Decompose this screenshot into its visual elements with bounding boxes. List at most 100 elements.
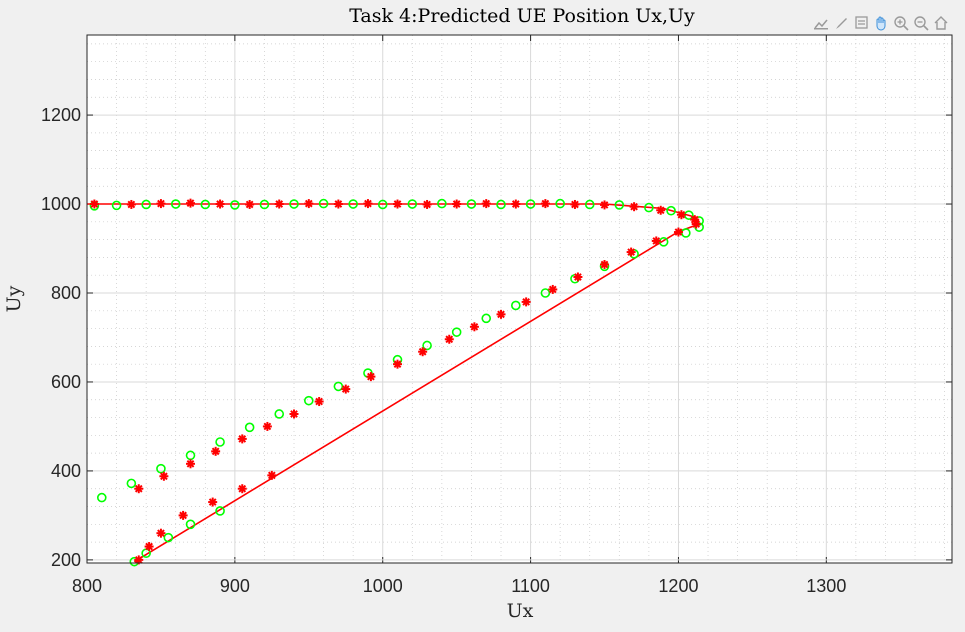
green-circle-point <box>215 437 225 447</box>
x-tick-labels: 800 900 1000 1100 1200 1300 <box>72 576 846 596</box>
red-asterisk-point <box>237 434 247 444</box>
red-asterisk-point <box>651 236 661 246</box>
red-asterisk-point <box>573 272 583 282</box>
y-tick-label: 800 <box>51 283 81 303</box>
red-asterisk-point <box>629 202 639 212</box>
red-asterisk-point <box>134 484 144 494</box>
axes-toolbar <box>812 12 950 34</box>
red-asterisk-point <box>469 322 479 332</box>
red-asterisk-point <box>289 409 299 419</box>
red-asterisk-point <box>393 199 403 209</box>
red-asterisk-point <box>267 470 277 480</box>
green-circle-point <box>244 422 255 433</box>
red-asterisk-point <box>600 260 610 270</box>
home-icon[interactable] <box>932 14 950 32</box>
green-circle-point <box>422 340 432 351</box>
green-circle-point <box>318 198 329 209</box>
green-circle-point <box>163 532 174 543</box>
green-circle-point <box>481 313 492 324</box>
x-tick-label: 900 <box>220 576 250 596</box>
green-circle-point <box>200 199 211 210</box>
green-circle-point <box>666 205 676 216</box>
red-asterisk-point <box>548 284 558 294</box>
red-asterisk-point <box>156 528 166 538</box>
red-asterisk-point <box>262 421 272 431</box>
red-asterisk-point <box>691 219 701 229</box>
green-circle-point <box>644 202 654 213</box>
green-circle-point <box>185 519 196 530</box>
red-asterisk-point <box>215 199 225 209</box>
red-asterisk-point <box>156 199 166 209</box>
red-asterisk-point <box>144 542 154 552</box>
export-icon[interactable] <box>812 14 830 32</box>
green-circle-point <box>540 288 551 298</box>
red-asterisk-point <box>89 199 99 209</box>
plot-area <box>87 35 952 563</box>
green-circle-point <box>437 198 447 209</box>
red-asterisk-point <box>366 372 376 382</box>
red-asterisk-point <box>496 309 506 319</box>
plot-frame <box>86 34 953 564</box>
x-axis-label: Ux <box>507 600 534 622</box>
x-tick-label: 1200 <box>658 576 698 596</box>
x-tick-label: 1100 <box>511 576 550 596</box>
red-asterisk-point <box>422 199 432 209</box>
brush-icon[interactable] <box>832 14 850 32</box>
series-red-markers <box>89 198 701 565</box>
green-circle-point <box>126 478 137 489</box>
red-asterisk-point <box>600 200 610 210</box>
zoom-in-icon[interactable] <box>892 14 910 32</box>
y-tick-label: 200 <box>51 550 81 570</box>
red-asterisk-point <box>452 199 462 209</box>
green-circle-point <box>466 199 477 209</box>
red-asterisk-point <box>656 205 666 215</box>
red-asterisk-point <box>314 397 324 407</box>
red-asterisk-point <box>274 199 284 209</box>
green-circle-point <box>496 199 506 210</box>
y-tick-label: 1000 <box>41 194 81 214</box>
green-circle-point <box>407 199 418 209</box>
red-asterisk-point <box>341 384 351 394</box>
y-axis-label: Uy <box>3 285 25 312</box>
red-asterisk-point <box>363 199 373 209</box>
x-tick-label: 1000 <box>363 576 403 596</box>
green-circle-point <box>259 199 270 210</box>
red-asterisk-point <box>126 199 136 209</box>
green-circle-point <box>156 463 166 474</box>
red-asterisk-point <box>673 227 683 237</box>
red-asterisk-point <box>444 334 454 344</box>
y-tick-label: 1200 <box>41 105 81 125</box>
red-asterisk-point <box>511 199 521 209</box>
red-asterisk-point <box>304 199 314 209</box>
red-asterisk-point <box>159 471 169 481</box>
green-circle-point <box>111 200 122 211</box>
y-tick-labels: 200 400 600 800 1000 1200 <box>41 105 81 570</box>
red-asterisk-point <box>540 199 550 209</box>
green-circle-point <box>348 199 358 209</box>
datatip-icon[interactable] <box>852 14 870 32</box>
green-circle-point <box>377 199 388 210</box>
red-asterisk-point <box>393 359 403 369</box>
zoom-out-icon[interactable] <box>912 14 930 32</box>
minor-grid <box>87 35 952 563</box>
pan-icon[interactable] <box>872 14 890 32</box>
y-tick-label: 400 <box>51 461 81 481</box>
red-asterisk-point <box>237 484 247 494</box>
x-tick-label: 800 <box>72 576 102 596</box>
green-circle-point <box>274 409 285 419</box>
red-asterisk-point <box>481 199 491 209</box>
green-circle-point <box>215 506 225 516</box>
green-circle-point <box>303 395 314 406</box>
red-asterisk-point <box>186 198 196 208</box>
green-circle-point <box>141 199 151 210</box>
green-circle-point <box>614 200 625 210</box>
red-asterisk-point <box>676 210 686 220</box>
green-circle-point <box>96 492 107 503</box>
red-asterisk-point <box>178 510 188 520</box>
green-circle-point <box>511 300 521 311</box>
red-asterisk-point <box>521 297 531 307</box>
green-circle-point <box>584 199 595 210</box>
red-asterisk-point <box>208 497 218 507</box>
y-tick-label: 600 <box>51 372 81 392</box>
